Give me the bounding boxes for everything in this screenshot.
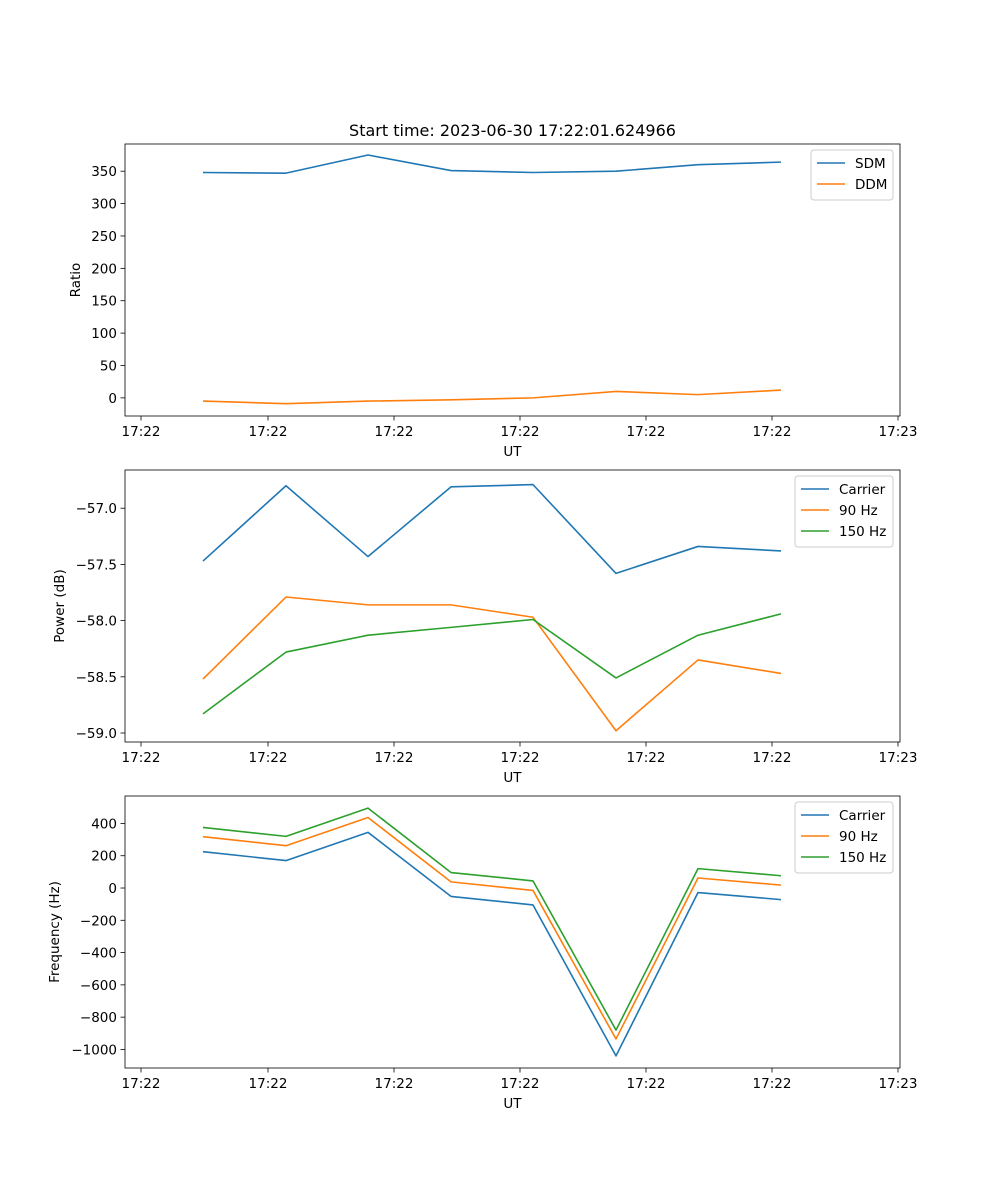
legend: SDM DDM [810, 149, 894, 201]
series-line-carrier [202, 483, 782, 575]
legend-box [794, 475, 894, 548]
y-axis-label: Frequency (Hz) [47, 881, 63, 983]
x-tick-label: 17:22 [122, 1076, 161, 1092]
subplot-3: 17:22 17:22 17:22 17:22 17:22 17:22 17:23 UT −10… [47, 795, 918, 1112]
legend-label: DDM [855, 177, 887, 193]
subplots: 17:22 17:22 17:22 17:22 17:22 17:22 17:23 UT 0 50… [47, 143, 918, 1112]
plot-frame [124, 469, 901, 743]
legend-label: 150 Hz [839, 524, 886, 540]
x-tick-label: 17:22 [501, 1076, 540, 1092]
y-tick-label: −58.5 [76, 670, 117, 686]
y-tick-label: −200 [80, 913, 117, 929]
series-line-90-hz [202, 596, 782, 732]
y-tick-label: −58.0 [76, 614, 117, 630]
y-tick-label: 100 [91, 326, 117, 342]
x-tick-label: 17:22 [249, 1076, 288, 1092]
y-tick-label: 200 [91, 849, 117, 865]
legend: Carrier 90 Hz 150 Hz [794, 801, 894, 874]
y-tick-label: 150 [91, 294, 117, 310]
x-tick-label: 17:22 [249, 424, 288, 440]
y-tick-label: 250 [91, 229, 117, 245]
legend: Carrier 90 Hz 150 Hz [794, 475, 894, 548]
y-tick-label: −59.0 [76, 726, 117, 742]
y-tick-label: 0 [108, 881, 117, 897]
x-tick-label: 17:23 [879, 424, 918, 440]
y-tick-label: −800 [80, 1010, 117, 1026]
figure-title: Start time: 2023-06-30 17:22:01.624966 [349, 121, 676, 140]
x-tick-label: 17:23 [879, 1076, 918, 1092]
y-tick-label: 300 [91, 197, 117, 213]
y-tick-label: 350 [91, 164, 117, 180]
x-tick-label: 17:22 [627, 1076, 666, 1092]
x-tick-label: 17:22 [122, 424, 161, 440]
y-tick-label: −57.5 [76, 557, 117, 573]
plot-frame [124, 143, 901, 417]
y-tick-label: 0 [108, 391, 117, 407]
x-tick-label: 17:22 [627, 424, 666, 440]
series-line-150-hz [202, 807, 782, 1031]
x-tick-label: 17:22 [375, 750, 414, 766]
y-axis-label: Ratio [68, 263, 84, 298]
y-tick-label: 50 [100, 358, 117, 374]
y-tick-label: −57.0 [76, 501, 117, 517]
series-line-ddm [202, 389, 782, 405]
legend-box [794, 801, 894, 874]
series-line-90-hz [202, 816, 782, 1040]
x-axis-label: UT [503, 444, 522, 460]
legend-label: SDM [855, 156, 886, 172]
x-tick-label: 17:22 [375, 1076, 414, 1092]
series-line-sdm [202, 154, 782, 174]
x-tick-label: 17:22 [249, 750, 288, 766]
x-tick-label: 17:22 [627, 750, 666, 766]
x-tick-label: 17:22 [753, 1076, 792, 1092]
y-axis-label: Power (dB) [52, 569, 68, 642]
legend-label: 90 Hz [839, 829, 878, 845]
y-tick-label: −400 [80, 946, 117, 962]
subplot-1: 17:22 17:22 17:22 17:22 17:22 17:22 17:23 UT 0 50… [68, 143, 918, 460]
x-tick-label: 17:22 [122, 750, 161, 766]
x-tick-label: 17:23 [879, 750, 918, 766]
legend-label: Carrier [839, 482, 886, 498]
series-line-carrier [202, 831, 782, 1057]
x-axis-label: UT [503, 770, 522, 786]
legend-label: 150 Hz [839, 850, 886, 866]
y-tick-label: −1000 [71, 1042, 117, 1058]
legend-label: 90 Hz [839, 503, 878, 519]
series-line-150-hz [202, 613, 782, 715]
x-tick-label: 17:22 [375, 424, 414, 440]
x-axis-label: UT [503, 1096, 522, 1112]
subplot-2: 17:22 17:22 17:22 17:22 17:22 17:22 17:23 UT −59… [52, 469, 918, 786]
plot-frame [124, 795, 901, 1069]
y-tick-label: 400 [91, 816, 117, 832]
y-tick-label: 200 [91, 261, 117, 277]
x-tick-label: 17:22 [753, 750, 792, 766]
x-tick-label: 17:22 [753, 424, 792, 440]
legend-label: Carrier [839, 808, 886, 824]
x-tick-label: 17:22 [501, 424, 540, 440]
x-tick-label: 17:22 [501, 750, 540, 766]
y-tick-label: −600 [80, 978, 117, 994]
